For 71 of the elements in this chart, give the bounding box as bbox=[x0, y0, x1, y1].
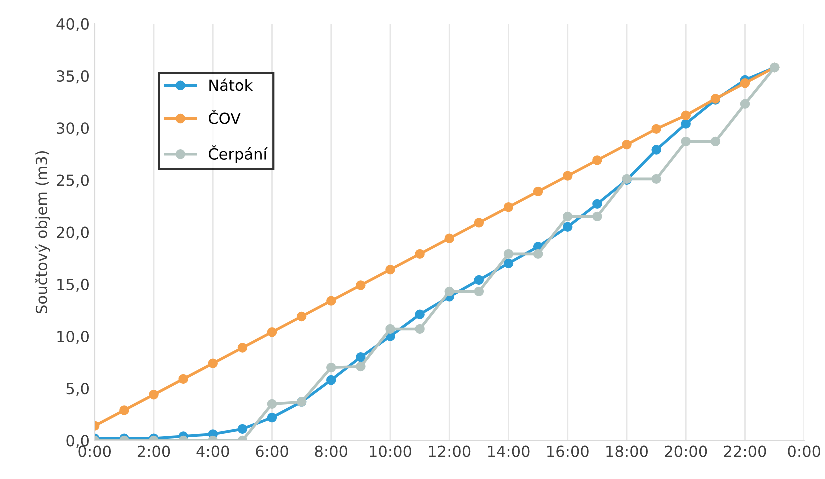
point bbox=[622, 140, 632, 150]
y-tick-label: 10,0 bbox=[58, 330, 89, 344]
legend-label: Nátok bbox=[210, 78, 254, 92]
point bbox=[533, 249, 544, 260]
point bbox=[120, 406, 130, 416]
x-tick-label: 2:00 bbox=[138, 446, 170, 458]
y-tick-label: 35,0 bbox=[57, 70, 89, 84]
point bbox=[740, 99, 750, 110]
point bbox=[386, 324, 396, 334]
point bbox=[681, 110, 691, 120]
x-tick-label: 22:00 bbox=[724, 446, 766, 458]
point bbox=[592, 156, 602, 166]
point bbox=[533, 186, 544, 197]
point bbox=[444, 286, 454, 297]
x-tick-label: 0:00 bbox=[788, 446, 821, 458]
point bbox=[710, 136, 721, 147]
y-axis-title: Součtový objem (m3) bbox=[35, 151, 50, 314]
y-tick-label: 15,0 bbox=[58, 278, 89, 292]
point bbox=[326, 375, 336, 386]
x-tick-label: 10:00 bbox=[370, 446, 412, 458]
point bbox=[563, 171, 573, 181]
point bbox=[267, 327, 278, 338]
point bbox=[474, 218, 484, 228]
point bbox=[652, 174, 662, 184]
point bbox=[474, 286, 484, 297]
point bbox=[178, 374, 188, 384]
x-tick-label: 14:00 bbox=[488, 446, 530, 458]
point bbox=[356, 280, 366, 290]
y-tick-label: 5,0 bbox=[66, 383, 89, 396]
point bbox=[474, 275, 484, 286]
point bbox=[444, 234, 454, 244]
point bbox=[740, 78, 750, 88]
point bbox=[563, 222, 573, 232]
point bbox=[652, 124, 662, 134]
point bbox=[326, 296, 336, 306]
legend-label: ČOV bbox=[209, 110, 241, 124]
point bbox=[504, 258, 514, 268]
point bbox=[504, 249, 514, 260]
x-tick-label: 6:00 bbox=[256, 446, 288, 458]
point bbox=[149, 390, 159, 400]
point bbox=[592, 199, 602, 210]
legend-label: Čerpání bbox=[209, 146, 268, 163]
x-tick-label: 20:00 bbox=[665, 446, 708, 458]
x-tick-label: 4:00 bbox=[196, 446, 230, 458]
point bbox=[504, 202, 514, 212]
point bbox=[415, 249, 425, 260]
point bbox=[238, 343, 248, 353]
x-tick-label: 16:00 bbox=[548, 446, 589, 458]
point bbox=[238, 424, 248, 434]
point bbox=[415, 310, 425, 320]
point bbox=[208, 358, 218, 368]
point bbox=[681, 136, 691, 147]
y-tick-label: 25,0 bbox=[57, 174, 89, 188]
point bbox=[356, 362, 366, 372]
y-tick-label: 40,0 bbox=[56, 18, 89, 32]
point bbox=[681, 119, 691, 129]
x-tick-label: 8:00 bbox=[315, 446, 348, 458]
point bbox=[267, 399, 278, 410]
x-tick-label: 18:00 bbox=[606, 446, 648, 458]
point bbox=[267, 412, 278, 423]
point bbox=[652, 145, 662, 155]
point bbox=[592, 212, 602, 222]
point bbox=[356, 352, 366, 362]
point bbox=[296, 312, 307, 322]
point bbox=[415, 324, 425, 334]
y-tick-label: 30,0 bbox=[57, 122, 89, 136]
y-tick-label: 20,0 bbox=[57, 226, 89, 240]
point bbox=[326, 362, 336, 373]
point bbox=[563, 212, 573, 222]
point bbox=[386, 264, 396, 275]
x-tick-label: 12:00 bbox=[429, 446, 471, 458]
